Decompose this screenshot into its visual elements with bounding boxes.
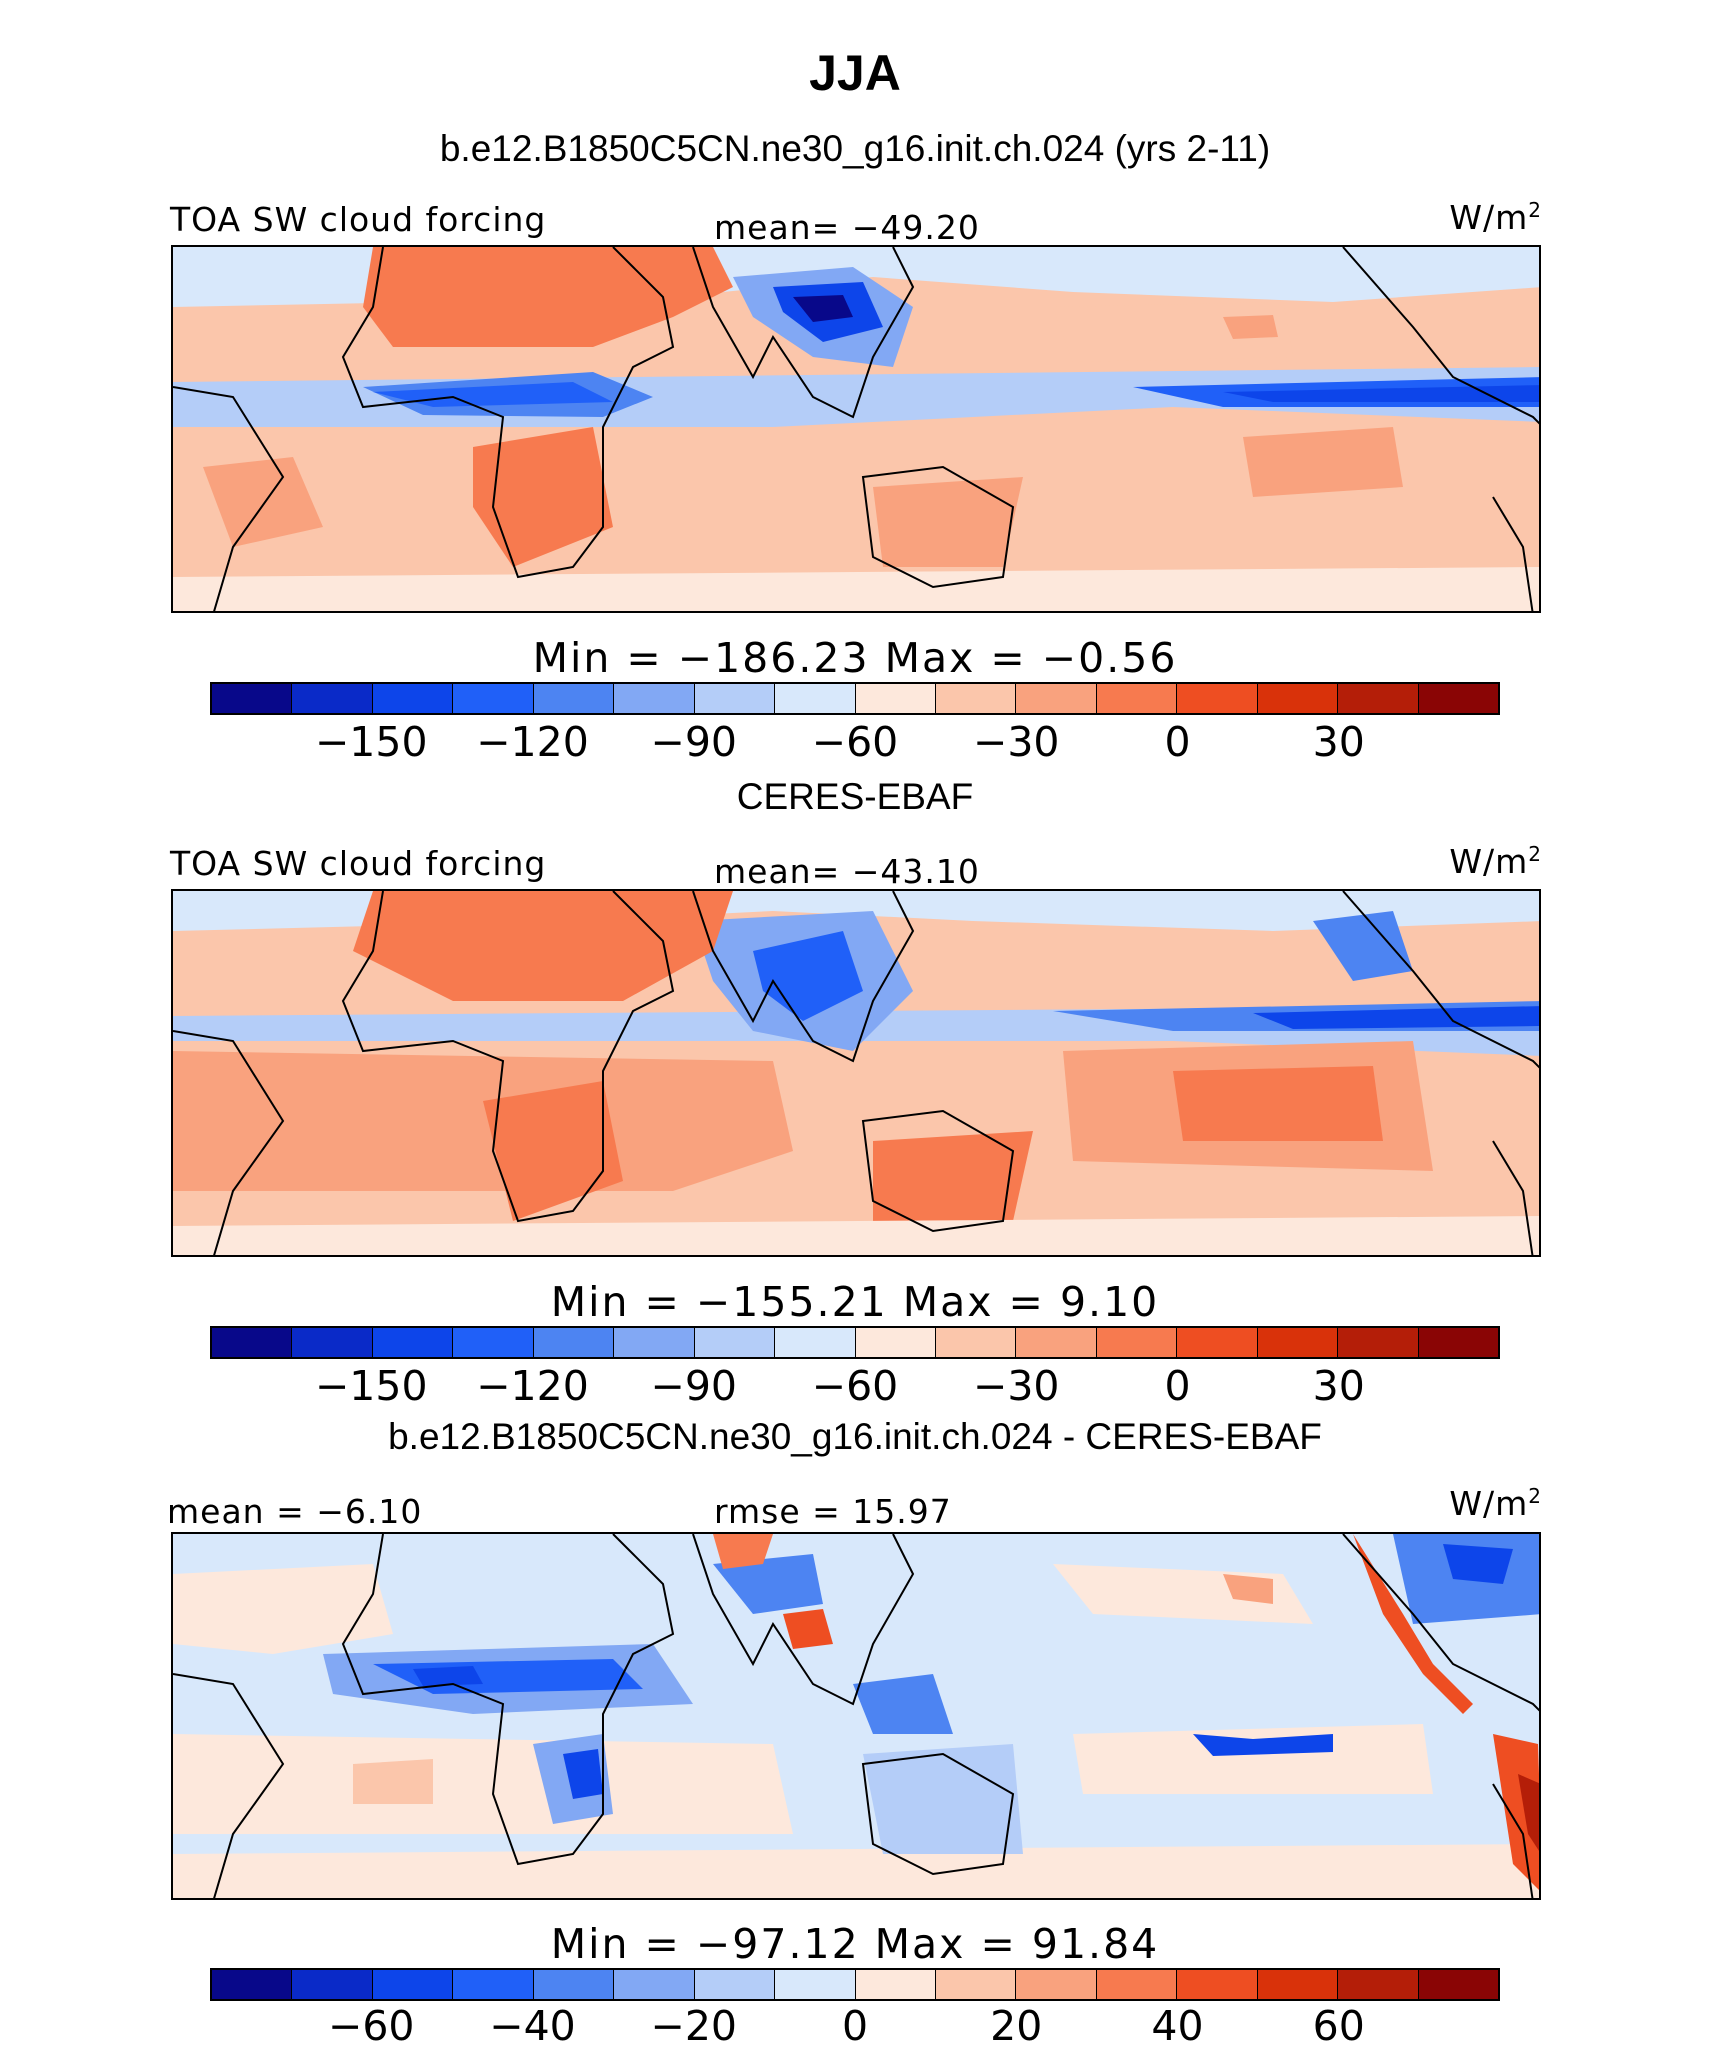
panel-3-map-svg [173, 1534, 1539, 1898]
colorbar-swatch [1257, 1328, 1339, 1357]
colorbar-swatch [1338, 1970, 1419, 1999]
colorbar-swatch [1257, 1970, 1339, 1999]
colorbar-swatch [212, 684, 293, 713]
panel-1-map [171, 245, 1541, 613]
panel-2-colorbar [210, 1326, 1500, 1359]
panel-2-case-title: CERES-EBAF [736, 776, 974, 817]
colorbar-swatch [453, 1328, 534, 1357]
colorbar-swatch [614, 684, 695, 713]
panel-1-map-svg [173, 247, 1539, 611]
panel-1-colorbar [210, 682, 1500, 715]
colorbar-tick-label: −120 [476, 1362, 589, 1410]
colorbar-swatch [694, 684, 776, 713]
colorbar-swatch [372, 684, 454, 713]
colorbar-swatch [372, 1970, 454, 1999]
panel-3-rmse-label: rmse = 15.97 [714, 1492, 952, 1531]
colorbar-swatch [1418, 1970, 1498, 1999]
colorbar-tick-label: −60 [811, 718, 899, 766]
panel-1-min-max: Min = −186.23 Max = −0.56 [532, 634, 1178, 682]
colorbar-swatch [292, 684, 373, 713]
panel-3-mean-label: mean = −6.10 [167, 1492, 423, 1531]
panel-2-map-svg [173, 891, 1539, 1255]
panel-3-min-max: Min = −97.12 Max = 91.84 [550, 1920, 1160, 1968]
colorbar-swatch [1257, 684, 1339, 713]
colorbar-tick-label: −90 [650, 1362, 738, 1410]
colorbar-tick-label: −120 [476, 718, 589, 766]
colorbar-tick-label: 20 [990, 2002, 1043, 2050]
colorbar-swatch [453, 1970, 534, 1999]
colorbar-swatch [1016, 684, 1097, 713]
panel-1-case-title: b.e12.B1850C5CN.ne30_g16.init.ch.024 (yr… [439, 128, 1271, 169]
panel-3-units-label: W/m2 [1449, 1484, 1542, 1523]
colorbar-tick-label: 0 [841, 2002, 869, 2050]
panel-1-variable-label: TOA SW cloud forcing [170, 200, 547, 239]
colorbar-swatch [935, 684, 1017, 713]
colorbar-swatch [1338, 684, 1419, 713]
colorbar-swatch [372, 1328, 454, 1357]
colorbar-swatch [1177, 1970, 1258, 1999]
colorbar-tick-label: 40 [1151, 2002, 1204, 2050]
colorbar-swatch [775, 684, 856, 713]
colorbar-swatch [775, 1328, 856, 1357]
colorbar-swatch [533, 1328, 615, 1357]
colorbar-tick-label: 0 [1164, 718, 1191, 766]
colorbar-swatch [1418, 1328, 1498, 1357]
colorbar-tick-label: −30 [972, 1362, 1060, 1410]
colorbar-tick-label: −60 [327, 2002, 415, 2050]
panel-3-case-title: b.e12.B1850C5CN.ne30_g16.init.ch.024 - C… [388, 1416, 1322, 1457]
colorbar-tick-label: −40 [489, 2002, 576, 2050]
colorbar-swatch [694, 1328, 776, 1357]
colorbar-tick-label: −90 [650, 718, 738, 766]
panel-2-variable-label: TOA SW cloud forcing [170, 844, 547, 883]
panel-3-colorbar [210, 1968, 1500, 2001]
colorbar-swatch [1177, 684, 1258, 713]
colorbar-swatch [1418, 684, 1498, 713]
colorbar-swatch [212, 1328, 293, 1357]
panel-3-map [171, 1532, 1541, 1900]
colorbar-swatch [935, 1328, 1017, 1357]
colorbar-tick-label: 0 [1164, 1362, 1191, 1410]
panel-1-units-label: W/m2 [1449, 198, 1542, 237]
colorbar-swatch [1096, 684, 1178, 713]
colorbar-swatch [694, 1970, 776, 1999]
colorbar-swatch [533, 1970, 615, 1999]
panel-2-min-max: Min = −155.21 Max = 9.10 [550, 1278, 1160, 1326]
colorbar-swatch [775, 1970, 856, 1999]
colorbar-swatch [1096, 1328, 1178, 1357]
panel-1-mean-label: mean= −49.20 [714, 208, 980, 247]
colorbar-swatch [1096, 1970, 1178, 1999]
colorbar-tick-label: −150 [314, 1362, 428, 1410]
colorbar-swatch [1177, 1328, 1258, 1357]
colorbar-swatch [1016, 1970, 1097, 1999]
colorbar-tick-label: −150 [314, 718, 428, 766]
colorbar-tick-label: 30 [1312, 718, 1365, 766]
colorbar-swatch [212, 1970, 293, 1999]
colorbar-tick-label: −20 [650, 2002, 738, 2050]
colorbar-swatch [855, 1328, 936, 1357]
colorbar-swatch [533, 684, 615, 713]
panel-2-mean-label: mean= −43.10 [714, 852, 980, 891]
figure-title: JJA [809, 45, 901, 101]
colorbar-swatch [292, 1328, 373, 1357]
colorbar-swatch [453, 684, 534, 713]
colorbar-swatch [935, 1970, 1017, 1999]
colorbar-swatch [614, 1970, 695, 1999]
colorbar-swatch [1338, 1328, 1419, 1357]
colorbar-swatch [614, 1328, 695, 1357]
colorbar-swatch [855, 1970, 936, 1999]
colorbar-tick-label: 60 [1312, 2002, 1365, 2050]
colorbar-swatch [1016, 1328, 1097, 1357]
colorbar-tick-label: −30 [972, 718, 1060, 766]
colorbar-tick-label: −60 [811, 1362, 899, 1410]
panel-2-map [171, 889, 1541, 1257]
colorbar-tick-label: 30 [1312, 1362, 1365, 1410]
panel-2-units-label: W/m2 [1449, 842, 1542, 881]
colorbar-swatch [292, 1970, 373, 1999]
colorbar-swatch [855, 684, 936, 713]
